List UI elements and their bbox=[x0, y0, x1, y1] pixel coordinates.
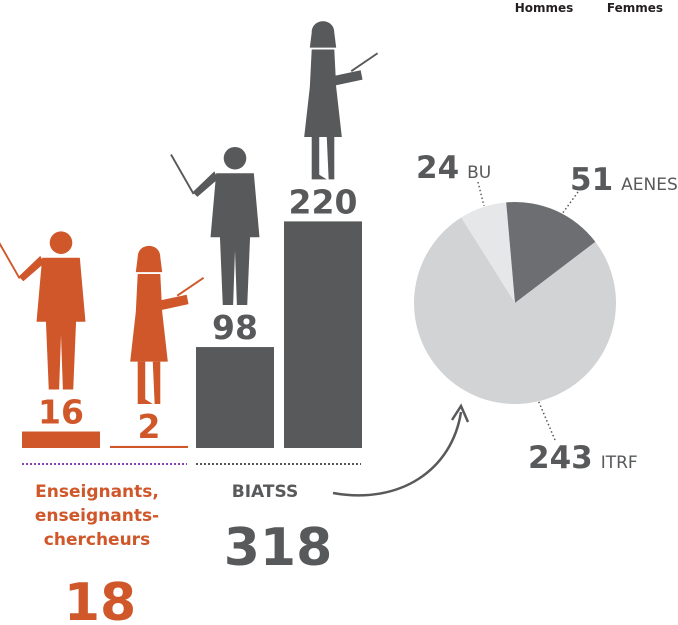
slice-label: 51 AENES bbox=[570, 162, 678, 198]
slice-value: 24 bbox=[416, 150, 459, 186]
slice-label: 24 BU bbox=[416, 150, 491, 186]
value-label: 16 bbox=[38, 393, 84, 432]
value-label: 2 bbox=[138, 407, 161, 446]
leader-line bbox=[537, 399, 556, 441]
slice-value: 243 bbox=[528, 440, 593, 476]
pie-slice bbox=[413, 217, 616, 405]
slice-name: ITRF bbox=[601, 453, 638, 473]
legend-label: Hommes bbox=[515, 1, 574, 15]
slice-name: AENES bbox=[621, 175, 678, 195]
pointer bbox=[350, 52, 379, 72]
pie-slice bbox=[506, 202, 596, 303]
category-label: Enseignants, enseignants-chercheurs bbox=[34, 482, 160, 550]
book bbox=[334, 70, 363, 86]
hair bbox=[135, 245, 163, 273]
body bbox=[130, 274, 168, 362]
pointer bbox=[176, 277, 205, 297]
value-label: 220 bbox=[289, 182, 358, 221]
slice-name: BU bbox=[467, 163, 491, 183]
body bbox=[210, 173, 260, 306]
group-total: 318 bbox=[224, 518, 333, 578]
slice-label: 243 ITRF bbox=[528, 440, 638, 476]
man-figure bbox=[170, 146, 260, 306]
woman-figure bbox=[304, 21, 379, 180]
leader-line bbox=[477, 181, 485, 207]
legs bbox=[137, 361, 161, 404]
pointer bbox=[0, 242, 21, 279]
leader-line bbox=[561, 191, 579, 215]
bar bbox=[110, 445, 188, 448]
arrow-head bbox=[450, 403, 470, 423]
man-figure bbox=[0, 231, 86, 390]
slice-value: 51 bbox=[570, 162, 613, 198]
value-label: 98 bbox=[212, 308, 258, 347]
body bbox=[304, 49, 342, 138]
pie-slice bbox=[461, 202, 515, 303]
bar bbox=[284, 221, 362, 448]
head bbox=[49, 231, 73, 254]
arm bbox=[18, 255, 45, 282]
bar bbox=[22, 431, 100, 448]
arrow bbox=[332, 411, 463, 497]
group-total: 18 bbox=[64, 573, 136, 625]
pointer bbox=[170, 154, 195, 195]
woman-figure bbox=[130, 245, 205, 404]
legs bbox=[311, 137, 335, 180]
book bbox=[160, 294, 189, 310]
category-label: BIATSS bbox=[231, 482, 299, 502]
head bbox=[223, 146, 247, 170]
hair bbox=[309, 21, 337, 48]
arm bbox=[192, 171, 219, 197]
body bbox=[36, 257, 86, 390]
legend-label: Femmes bbox=[607, 1, 663, 15]
bar bbox=[196, 347, 274, 448]
